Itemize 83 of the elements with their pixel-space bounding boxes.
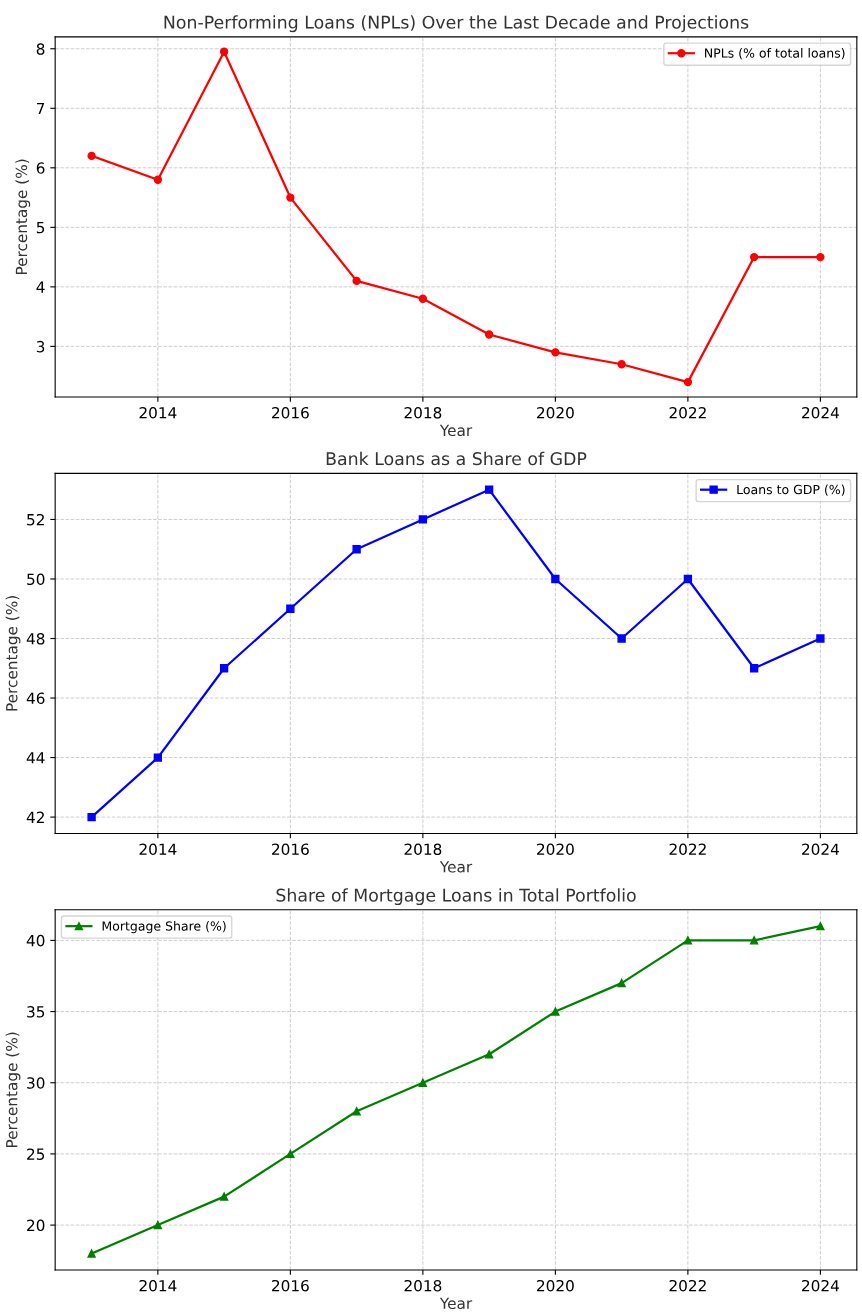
point: [352, 276, 361, 286]
x-tick-label: 2014: [139, 1279, 177, 1292]
x-tick-label: 2024: [802, 1279, 839, 1292]
x-tick-label: 2020: [537, 406, 574, 419]
legend-label: NPLs (% of total loans): [705, 48, 845, 60]
y-tick-label: 30: [27, 1077, 45, 1089]
point: [219, 1192, 229, 1201]
point: [551, 574, 560, 584]
point: [352, 1107, 361, 1116]
point: [418, 515, 428, 524]
chart-title: Non-Performing Loans (NPLs) Over the Last Decade and Projections: [164, 15, 749, 33]
point: [153, 175, 163, 184]
legend-label: Mortgage Share (%): [102, 921, 226, 934]
point: [484, 330, 494, 339]
point: [484, 485, 494, 494]
y-tick-label: 44: [26, 752, 45, 764]
x-tick-label: 2022: [669, 406, 706, 419]
point: [683, 936, 693, 945]
point: [87, 812, 96, 822]
x-tick-label: 2016: [272, 406, 309, 419]
y-tick-label: 48: [26, 632, 45, 645]
point: [286, 1149, 295, 1159]
y-tick-label: 20: [27, 1219, 45, 1232]
x-tick-label: 2024: [802, 843, 839, 856]
x-tick-label: 2018: [404, 843, 442, 856]
point: [87, 1249, 96, 1258]
point: [749, 664, 759, 673]
point: [418, 294, 428, 303]
point: [816, 634, 825, 643]
legend-label: Loans to GDP (%): [737, 484, 845, 496]
x-axis-title: Year: [439, 861, 473, 873]
y-tick-label: 40: [26, 934, 45, 947]
y-tick-label: 4: [36, 281, 45, 293]
chart-title: Share of Mortgage Loans in Total Portfolio: [276, 888, 636, 906]
x-tick-label: 2022: [669, 1279, 706, 1292]
point: [87, 151, 96, 161]
point: [816, 252, 825, 262]
point: [749, 936, 759, 945]
point: [484, 1050, 494, 1059]
y-tick-label: 3: [36, 340, 45, 353]
point: [219, 47, 229, 56]
chart-title: Bank Loans as a Share of GDP: [326, 451, 587, 466]
y-tick-label: 46: [26, 692, 45, 705]
y-tick-label: 6: [36, 162, 45, 174]
x-tick-label: 2018: [404, 1279, 442, 1292]
point: [286, 604, 295, 613]
x-tick-label: 2014: [139, 406, 177, 419]
point: [153, 1220, 163, 1230]
y-tick-label: 5: [36, 222, 45, 234]
y-tick-label: 35: [27, 1006, 45, 1018]
y-axis-title: Percentage (%): [5, 1032, 21, 1147]
y-tick-label: 52: [27, 513, 44, 526]
y-tick-label: 50: [27, 573, 45, 586]
y-tick-label: 7: [36, 102, 45, 115]
point: [617, 360, 626, 369]
point: [551, 1007, 560, 1016]
x-tick-label: 2018: [404, 406, 442, 419]
point: [219, 664, 229, 673]
x-tick-label: 2016: [272, 1279, 309, 1292]
x-tick-label: 2020: [537, 1279, 574, 1292]
x-tick-label: 2020: [537, 843, 574, 856]
x-tick-label: 2022: [669, 843, 706, 856]
x-tick-label: 2016: [272, 843, 309, 856]
point: [418, 1078, 428, 1087]
point: [617, 634, 626, 643]
point: [617, 978, 626, 988]
x-axis-title: Year: [439, 1297, 473, 1310]
x-tick-label: 2014: [139, 843, 177, 856]
y-tick-label: 42: [26, 811, 44, 823]
point: [683, 377, 693, 387]
y-tick-label: 8: [36, 43, 45, 55]
point: [153, 753, 163, 762]
point: [551, 348, 560, 357]
point: [286, 193, 295, 202]
point: [683, 574, 693, 584]
point: [749, 252, 759, 262]
y-tick-label: 25: [27, 1148, 45, 1160]
y-axis-title: Percentage (%): [5, 596, 21, 711]
x-tick-label: 2024: [802, 406, 839, 419]
point: [816, 921, 825, 931]
x-axis-title: Year: [439, 424, 473, 437]
y-axis-title: Percentage (%): [15, 159, 31, 275]
point: [352, 545, 361, 554]
